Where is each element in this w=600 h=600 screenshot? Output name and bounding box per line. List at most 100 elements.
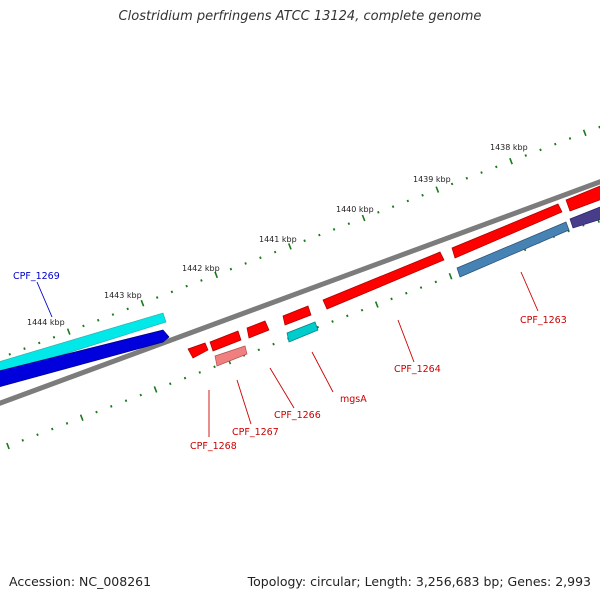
feature-next-red[interactable] <box>565 184 600 212</box>
outer-track-minor-tick <box>126 307 129 311</box>
outer-track-minor-tick <box>229 267 233 271</box>
outer-track-minor-tick <box>450 182 454 186</box>
inner-track-major-tick <box>374 301 379 308</box>
outer-track-minor-tick <box>273 250 277 254</box>
outer-track-major-tick <box>509 157 513 165</box>
inner-track-minor-tick <box>213 365 216 369</box>
feature-cpf1264[interactable] <box>322 251 445 310</box>
gene-label-cpf1263[interactable]: CPF_1263 <box>520 315 567 326</box>
gene-label-mgsa[interactable]: mgsA <box>340 394 367 405</box>
scale-label-1444: 1444 kbp <box>27 318 65 327</box>
feature-cpf1269-cyan[interactable] <box>0 312 167 376</box>
outer-track-minor-tick <box>332 228 336 231</box>
outer-track-major-tick <box>361 214 366 222</box>
leader-cpf1263 <box>520 271 539 312</box>
scale-label-1438: 1438 kbp <box>490 143 528 152</box>
accession-label: Accession: NC_008261 <box>9 574 152 589</box>
gene-label-cpf1264[interactable]: CPF_1264 <box>394 364 441 375</box>
inner-track-minor-tick <box>360 308 364 312</box>
map-title: Clostridium perfringens ATCC 13124, comp… <box>118 9 482 24</box>
scale-label-1442: 1442 kbp <box>182 264 220 273</box>
inner-track-minor-tick <box>390 297 393 301</box>
outer-track-minor-tick <box>155 296 159 299</box>
outer-track-minor-tick <box>111 313 115 316</box>
feature-cpf1268[interactable] <box>187 342 209 359</box>
inner-track-minor-tick <box>183 376 187 380</box>
outer-track-minor-tick <box>259 256 262 260</box>
inner-track-minor-tick <box>346 314 349 318</box>
genome-summary: Topology: circular; Length: 3,256,683 bp… <box>247 574 591 589</box>
gene-label-cpf1267[interactable]: CPF_1267 <box>232 427 279 438</box>
feature-cpf1266[interactable] <box>246 320 270 339</box>
inner-track-minor-tick <box>110 405 113 408</box>
inner-track-minor-tick <box>51 427 54 431</box>
outer-track-minor-tick <box>539 148 542 152</box>
feature-cpf1267-top[interactable] <box>209 330 242 352</box>
gene-label-cpf1268[interactable]: CPF_1268 <box>190 441 237 452</box>
outer-track-minor-tick <box>23 347 26 350</box>
outer-track-minor-tick <box>82 324 85 328</box>
outer-track-minor-tick <box>318 233 321 237</box>
gene-labels: CPF_1269 CPF_1263 CPF_1264 mgsA CPF_1266… <box>13 271 567 452</box>
scale-labels: 1438 kbp 1439 kbp 1440 kbp 1441 kbp 1442… <box>27 143 528 327</box>
feature-next-slate[interactable] <box>569 205 600 229</box>
outer-track-major-tick <box>66 328 71 335</box>
inner-track-minor-tick <box>419 286 423 289</box>
feature-mgsa-top[interactable] <box>282 305 312 326</box>
outer-track-minor-tick <box>465 176 469 180</box>
feature-track <box>0 184 600 388</box>
inner-track-major-tick <box>79 414 84 421</box>
leader-cpf1266 <box>269 367 295 409</box>
outer-track-major-tick <box>287 243 292 250</box>
inner-track-minor-tick <box>65 422 69 425</box>
outer-track-minor-tick <box>52 335 56 339</box>
outer-track-major-tick <box>435 186 440 193</box>
feature-cpf1269-blue[interactable] <box>0 329 170 388</box>
inner-track-minor-tick <box>36 433 39 437</box>
feature-cpf1267[interactable] <box>214 345 248 367</box>
outer-track-minor-tick <box>391 205 395 208</box>
outer-track-minor-tick <box>185 284 188 288</box>
outer-track-minor-tick <box>480 171 483 174</box>
inner-track-minor-tick <box>198 371 202 374</box>
gene-label-cpf1269[interactable]: CPF_1269 <box>13 271 60 282</box>
inner-track-minor-tick <box>316 325 320 329</box>
outer-track-minor-tick <box>495 165 498 169</box>
inner-track-major-tick <box>153 386 158 393</box>
outer-tick-track <box>8 125 600 356</box>
leader-cpf1267 <box>236 379 252 425</box>
feature-cpf1263[interactable] <box>456 221 570 278</box>
scale-label-1439: 1439 kbp <box>413 175 451 184</box>
scale-label-1440: 1440 kbp <box>336 205 374 214</box>
leader-cpf1269 <box>36 281 53 318</box>
outer-track-minor-tick <box>568 137 572 140</box>
feature-mgsa[interactable] <box>286 321 319 343</box>
gene-label-cpf1266[interactable]: CPF_1266 <box>274 410 321 421</box>
outer-track-minor-tick <box>303 239 306 243</box>
feature-cpf1263-top[interactable] <box>451 203 563 259</box>
outer-track-major-tick <box>214 271 219 279</box>
gene-label-leaders <box>36 271 539 437</box>
outer-track-minor-tick <box>96 318 100 322</box>
outer-track-minor-tick <box>37 341 41 345</box>
inner-track-minor-tick <box>405 291 408 295</box>
outer-track-minor-tick <box>421 193 424 197</box>
genome-backbone <box>0 179 600 406</box>
scale-label-1443: 1443 kbp <box>104 291 142 300</box>
inner-track-major-tick <box>6 442 10 450</box>
outer-track-minor-tick <box>554 142 557 146</box>
inner-track-minor-tick <box>272 342 275 346</box>
outer-track-minor-tick <box>406 199 410 203</box>
inner-track-minor-tick <box>434 280 438 284</box>
inner-track-minor-tick <box>21 438 24 442</box>
outer-track-minor-tick <box>244 262 247 265</box>
outer-track-major-tick <box>582 129 587 137</box>
outer-track-minor-tick <box>8 352 11 356</box>
inner-track-minor-tick <box>169 382 172 386</box>
outer-track-major-tick <box>140 299 145 307</box>
leader-cpf1264 <box>397 319 415 363</box>
outer-track-minor-tick <box>170 290 174 294</box>
outer-track-minor-tick <box>524 154 528 157</box>
inner-track-minor-tick <box>257 348 261 352</box>
